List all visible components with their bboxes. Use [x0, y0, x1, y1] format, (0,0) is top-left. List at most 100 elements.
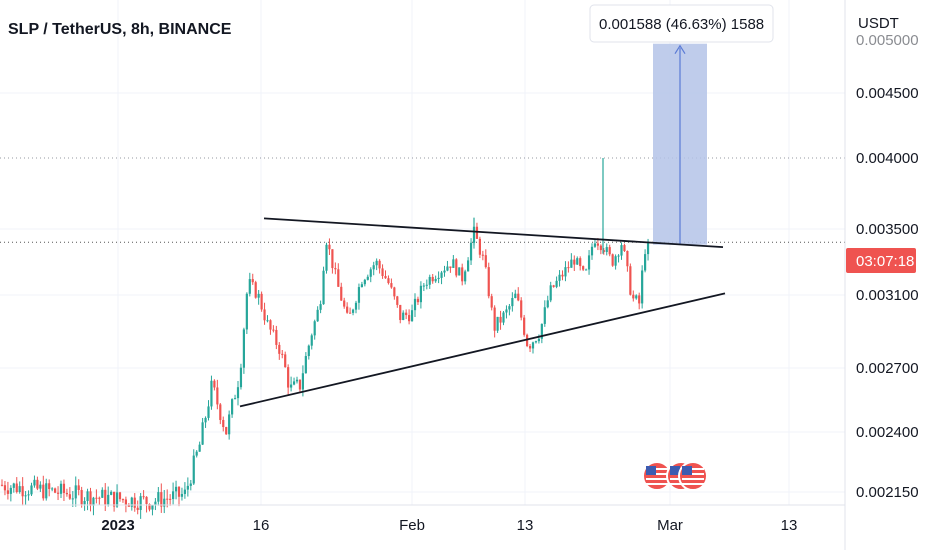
- candle-body: [12, 483, 15, 488]
- trendlines: [239, 217, 726, 408]
- candle-body: [626, 251, 629, 267]
- candle-body: [136, 507, 139, 510]
- candle-body: [422, 285, 425, 287]
- candle-body: [644, 254, 647, 271]
- candle-body: [587, 255, 591, 270]
- candle-body: [177, 486, 181, 497]
- candle-body: [272, 329, 275, 331]
- candle-body: [104, 489, 107, 505]
- candle-body: [48, 483, 51, 490]
- candle-body: [242, 329, 245, 368]
- candle-body: [543, 307, 546, 324]
- candle-body: [172, 491, 175, 500]
- candle-body: [328, 244, 331, 250]
- candle-body: [573, 259, 576, 265]
- candle-body: [576, 258, 579, 265]
- candle-body: [233, 398, 237, 400]
- candle-body: [157, 492, 160, 502]
- candle-body: [231, 399, 234, 415]
- candle-body: [107, 494, 110, 505]
- candle-body: [251, 279, 254, 283]
- candle-body: [281, 353, 284, 355]
- x-tick-label: 13: [781, 517, 798, 534]
- candle-body: [387, 278, 390, 284]
- candle-body: [555, 280, 558, 287]
- candle-body: [514, 293, 517, 299]
- candle-body: [511, 298, 514, 307]
- candle-body: [290, 384, 293, 388]
- candle-body: [408, 315, 411, 322]
- y-tick-label-partial: 0.005000: [856, 32, 919, 49]
- candle-body: [121, 499, 125, 501]
- candle-body: [605, 247, 608, 252]
- candle-body: [351, 309, 355, 313]
- candle-body: [210, 380, 213, 407]
- candle-body: [452, 259, 455, 268]
- candle-body: [540, 323, 543, 339]
- candle-body: [475, 226, 479, 239]
- candle-body: [579, 258, 582, 267]
- candle-body: [204, 417, 207, 423]
- candle-body: [487, 267, 490, 297]
- y-tick-label: 0.004500: [856, 85, 919, 102]
- candle-body: [469, 242, 473, 261]
- candle-body: [646, 243, 650, 255]
- candle-body: [608, 247, 611, 255]
- candle-body: [590, 246, 594, 256]
- candle-body: [304, 356, 307, 374]
- candle-body: [629, 266, 632, 295]
- candle-body: [635, 295, 638, 299]
- candle-body: [638, 295, 641, 304]
- candle-body: [307, 345, 310, 357]
- candle-body: [27, 494, 30, 496]
- candle-body: [413, 298, 417, 311]
- candle-body: [585, 269, 588, 271]
- candle-body: [254, 282, 257, 298]
- candle-body: [301, 373, 304, 390]
- candle-body: [337, 269, 340, 287]
- candle-body: [154, 501, 157, 505]
- candle-body: [357, 287, 361, 303]
- candle-body: [446, 266, 449, 271]
- candle-body: [390, 283, 393, 288]
- candle-body: [83, 500, 86, 505]
- candle-body: [399, 304, 402, 320]
- candle-body: [331, 249, 334, 269]
- candle-body: [496, 316, 499, 331]
- y-tick-label: 0.004000: [856, 150, 919, 167]
- candle-body: [180, 493, 184, 497]
- candle-body: [449, 266, 452, 268]
- candle-body: [236, 387, 240, 399]
- candle-body: [478, 238, 481, 255]
- us-flag-icon[interactable]: [642, 461, 672, 491]
- candle-body: [346, 306, 349, 313]
- price-range-measure: [653, 43, 707, 245]
- candle-body: [582, 266, 585, 270]
- candle-body: [287, 367, 290, 388]
- candle-body: [45, 483, 48, 499]
- us-flag-icon[interactable]: [678, 461, 708, 491]
- candle-body: [617, 255, 620, 257]
- candle-body: [222, 419, 225, 428]
- candle-body: [517, 293, 520, 301]
- candle-body: [80, 489, 83, 505]
- trendline-support: [239, 292, 726, 408]
- candle-body: [62, 483, 66, 493]
- candle-body: [596, 243, 599, 246]
- candle-body: [437, 277, 440, 280]
- candle-body: [266, 320, 269, 322]
- y-tick-label: 0.002150: [856, 484, 919, 501]
- candle-body: [396, 296, 399, 305]
- candle-body: [0, 484, 4, 486]
- trendline-resistance: [263, 217, 724, 249]
- candle-body: [493, 307, 496, 331]
- x-tick-label: 2023: [101, 517, 134, 534]
- candle-body: [263, 309, 266, 321]
- candle-body: [166, 498, 169, 500]
- chart-title: SLP / TetherUS, 8h, BINANCE: [8, 21, 232, 38]
- candle-body: [213, 380, 216, 388]
- event-flags[interactable]: [642, 461, 708, 491]
- candle-body: [561, 274, 564, 277]
